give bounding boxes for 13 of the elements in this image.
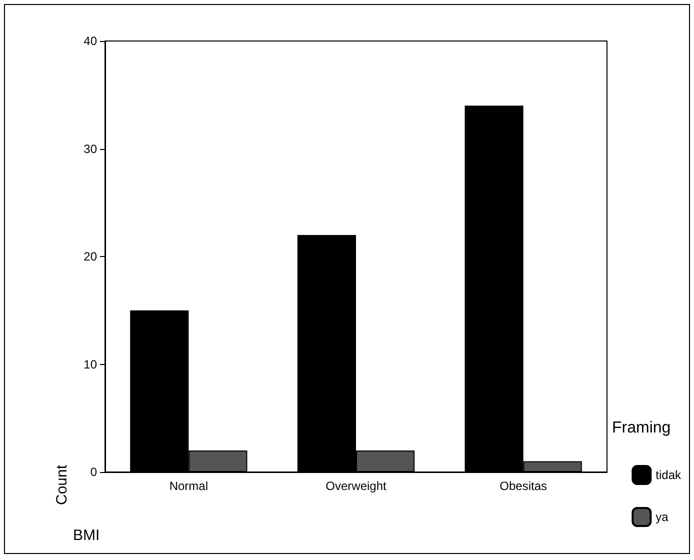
y-tick-label: 30 bbox=[84, 142, 98, 156]
x-tick-label: Normal bbox=[169, 479, 208, 493]
legend-label: ya bbox=[656, 510, 669, 524]
y-axis-title: Count bbox=[54, 464, 70, 505]
legend-label: tidak bbox=[656, 468, 682, 482]
y-tick-label: 0 bbox=[90, 465, 98, 479]
x-tick-label: Overweight bbox=[326, 479, 388, 493]
y-tick-label: 20 bbox=[84, 250, 98, 264]
x-tick-label: Obesitas bbox=[500, 479, 548, 493]
x-axis-title: BMI bbox=[73, 527, 100, 544]
y-tick-label: 40 bbox=[84, 34, 98, 48]
legend-title: Framing bbox=[612, 420, 671, 436]
y-tick-label: 10 bbox=[84, 357, 98, 372]
